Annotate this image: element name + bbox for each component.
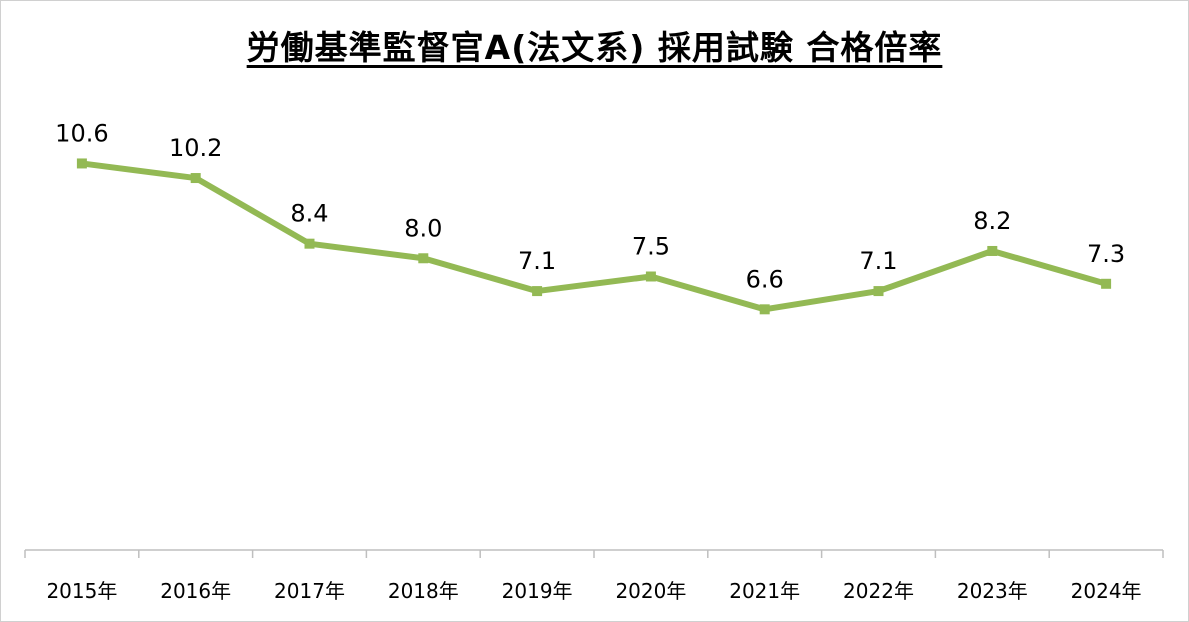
data-label: 6.6 xyxy=(746,265,784,293)
series-line xyxy=(78,160,1110,313)
x-tick-label: 2021年 xyxy=(729,579,800,603)
data-point xyxy=(873,286,884,297)
data-point xyxy=(304,238,315,249)
data-point xyxy=(645,271,656,282)
x-tick-label: 2020年 xyxy=(615,579,686,603)
data-label: 8.2 xyxy=(973,207,1011,235)
data-label: 7.1 xyxy=(859,247,897,275)
data-point xyxy=(1101,278,1112,289)
x-tick-label: 2018年 xyxy=(388,579,459,603)
x-tick-label: 2017年 xyxy=(274,579,345,603)
x-tick-label: 2019年 xyxy=(502,579,573,603)
x-tick-label: 2015年 xyxy=(46,579,117,603)
data-label: 7.1 xyxy=(518,247,556,275)
data-point xyxy=(532,286,543,297)
x-tick-label: 2022年 xyxy=(843,579,914,603)
data-label: 8.4 xyxy=(290,200,328,228)
data-label: 10.2 xyxy=(169,134,222,162)
x-tick-label: 2023年 xyxy=(957,579,1028,603)
x-tick-label: 2024年 xyxy=(1071,579,1142,603)
data-point xyxy=(190,173,201,184)
data-point xyxy=(76,158,87,169)
data-label: 7.5 xyxy=(632,233,670,261)
data-point xyxy=(418,253,429,264)
data-label: 8.0 xyxy=(404,214,442,242)
data-point xyxy=(987,245,998,256)
data-label: 10.6 xyxy=(55,119,108,147)
x-tick-label: 2016年 xyxy=(160,579,231,603)
data-point xyxy=(759,304,770,315)
chart-title: 労働基準監督官A(法文系) 採用試験 合格倍率 xyxy=(246,28,943,67)
data-label: 7.3 xyxy=(1087,240,1125,268)
